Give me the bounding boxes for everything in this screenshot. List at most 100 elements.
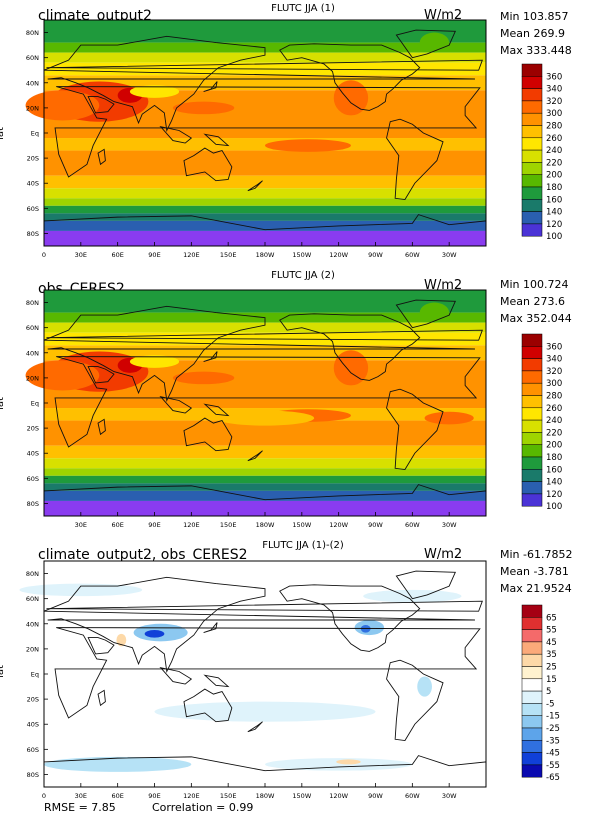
colorbar-label: 100 bbox=[546, 502, 562, 512]
colorbar-segment bbox=[521, 653, 543, 667]
colorbar-segment bbox=[521, 100, 543, 114]
colorbar-segment bbox=[521, 727, 543, 741]
y-tick-label: 20S bbox=[27, 425, 39, 433]
map-panel-2: 360 340 320 300 280 260 240 220 200 180 160 140 120 1… bbox=[25, 289, 562, 529]
continent-outline bbox=[395, 299, 456, 329]
x-tick-label: 150E bbox=[220, 251, 237, 259]
stat-max: Max 352.044 bbox=[500, 312, 572, 325]
lat-band bbox=[44, 322, 486, 333]
colorbar-segment bbox=[521, 419, 543, 433]
stats-block: Min 100.724 Mean 273.6 Max 352.044 bbox=[500, 276, 572, 327]
colorbar-segment bbox=[521, 112, 543, 126]
y-tick-label: 60S bbox=[27, 205, 39, 213]
continent-outline bbox=[97, 689, 106, 707]
colorbar-label: 300 bbox=[546, 379, 562, 389]
colorbar-label: 340 bbox=[546, 355, 562, 365]
colorbar-label: 220 bbox=[546, 158, 562, 168]
colorbar-label: 200 bbox=[546, 441, 562, 451]
colorbar-label: 240 bbox=[546, 146, 562, 156]
continent-outline bbox=[46, 59, 483, 71]
y-tick-label: 60N bbox=[26, 324, 39, 332]
colorbar-label: 180 bbox=[546, 453, 562, 463]
x-tick-label: 120E bbox=[183, 521, 200, 529]
continent-outline bbox=[203, 403, 230, 417]
x-tick-label: 180W bbox=[256, 521, 275, 529]
colorbar-label: 120 bbox=[546, 220, 562, 230]
x-tick-label: 120W bbox=[329, 792, 348, 800]
continent-outline bbox=[159, 667, 193, 685]
continent-outline bbox=[159, 126, 193, 144]
stat-mean: Mean 273.6 bbox=[500, 295, 565, 308]
colorbar-label: 360 bbox=[546, 342, 562, 352]
tibet bbox=[129, 355, 180, 368]
y-tick-label: 60N bbox=[26, 54, 39, 62]
panel-subtitle: FLUTC JJA (2) bbox=[271, 270, 335, 281]
x-tick-label: 60W bbox=[405, 521, 420, 529]
colorbar-label: 260 bbox=[546, 404, 562, 414]
hot-spot-na bbox=[333, 80, 369, 116]
y-tick-label: 20S bbox=[27, 696, 39, 704]
colorbar-segment bbox=[521, 382, 543, 396]
colorbar-label: 220 bbox=[546, 428, 562, 438]
continent-outline bbox=[203, 81, 218, 92]
colorbar-segment bbox=[521, 481, 543, 495]
y-tick-label: 40N bbox=[26, 620, 39, 628]
neg-ant2 bbox=[265, 758, 413, 771]
colorbar-label: 340 bbox=[546, 85, 562, 95]
x-tick-label: 180W bbox=[256, 251, 275, 259]
colorbar-label: -45 bbox=[546, 749, 560, 759]
stat-mean: Mean 269.9 bbox=[500, 27, 565, 40]
continent-outline bbox=[247, 450, 263, 462]
neg-sa bbox=[417, 676, 432, 697]
cold-greenland bbox=[419, 302, 450, 323]
x-tick-label: 60E bbox=[111, 521, 123, 529]
y-tick-label: 20N bbox=[26, 645, 39, 653]
cold-greenland bbox=[419, 32, 450, 53]
continent-outline bbox=[54, 627, 481, 719]
neg-north bbox=[19, 583, 143, 597]
colorbar-label: 120 bbox=[546, 490, 562, 500]
lat-band bbox=[44, 198, 486, 206]
colorbar-segment bbox=[521, 137, 543, 151]
lat-band bbox=[44, 20, 486, 43]
panel-subtitle: FLUTC JJA (1)-(2) bbox=[262, 540, 344, 551]
y-tick-label: 80S bbox=[27, 771, 39, 779]
colorbar-label: 180 bbox=[546, 183, 562, 193]
lat-band bbox=[44, 150, 486, 176]
continent-outline bbox=[54, 356, 481, 448]
y-tick-label: Eq bbox=[31, 130, 39, 138]
continent-outline bbox=[203, 133, 230, 147]
y-tick-label: 60S bbox=[27, 475, 39, 483]
colorbar-segment bbox=[521, 199, 543, 212]
continent-outline bbox=[43, 35, 475, 133]
x-tick-label: 150W bbox=[292, 251, 311, 259]
continent-outline bbox=[46, 600, 483, 612]
x-tick-label: 150W bbox=[292, 792, 311, 800]
colorbar-label: 260 bbox=[546, 134, 562, 144]
y-tick-label: 80N bbox=[26, 29, 39, 37]
continent-outline bbox=[395, 29, 456, 59]
pos-iran bbox=[116, 633, 127, 647]
colorbar-segment bbox=[521, 629, 543, 643]
x-tick-label: 150E bbox=[220, 521, 237, 529]
colorbar-label: 240 bbox=[546, 416, 562, 426]
colorbar-segment bbox=[521, 432, 543, 445]
colorbar-label: -35 bbox=[546, 736, 560, 746]
map-panel-1: 360 340 320 300 280 260 240 220 200 180 160 140 120 1… bbox=[25, 19, 562, 259]
colorbar-label: 100 bbox=[546, 232, 562, 242]
colorbar-label: 300 bbox=[546, 109, 562, 119]
panel-subtitle: FLUTC JJA (1) bbox=[271, 3, 335, 14]
colorbar-label: 140 bbox=[546, 478, 562, 488]
stats-block: Min -61.7852 Mean -3.781 Max 21.9524 bbox=[500, 546, 572, 597]
continent-outline bbox=[395, 570, 456, 600]
field bbox=[25, 20, 486, 246]
continent-outline bbox=[43, 305, 475, 403]
colorbar: 360 340 320 300 280 260 240 220 200 180 160 140 120 1… bbox=[521, 333, 562, 512]
stat-max: Max 21.9524 bbox=[500, 582, 572, 595]
neg-ant bbox=[44, 756, 192, 772]
colorbar-label: 65 bbox=[546, 613, 557, 623]
colorbar-label: 160 bbox=[546, 465, 562, 475]
colorbar: 65 55 45 35 25 15 5 -5 -15 -25 -35 -45 -55 -65 bbox=[521, 604, 560, 783]
colorbar-segment bbox=[521, 456, 543, 470]
y-tick-label: 80N bbox=[26, 299, 39, 307]
